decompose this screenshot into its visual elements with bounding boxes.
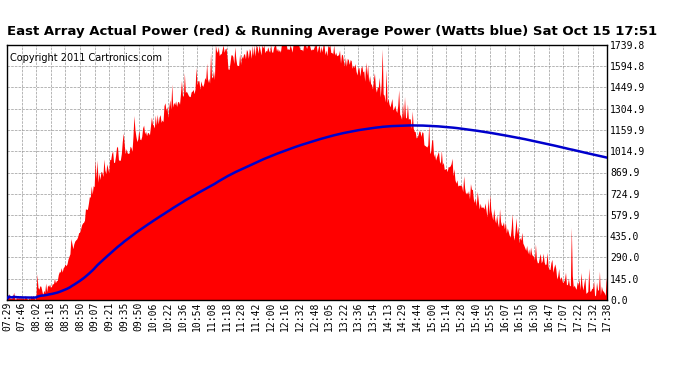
- Text: East Array Actual Power (red) & Running Average Power (Watts blue) Sat Oct 15 17: East Array Actual Power (red) & Running …: [7, 24, 657, 38]
- Text: Copyright 2011 Cartronics.com: Copyright 2011 Cartronics.com: [10, 53, 162, 63]
